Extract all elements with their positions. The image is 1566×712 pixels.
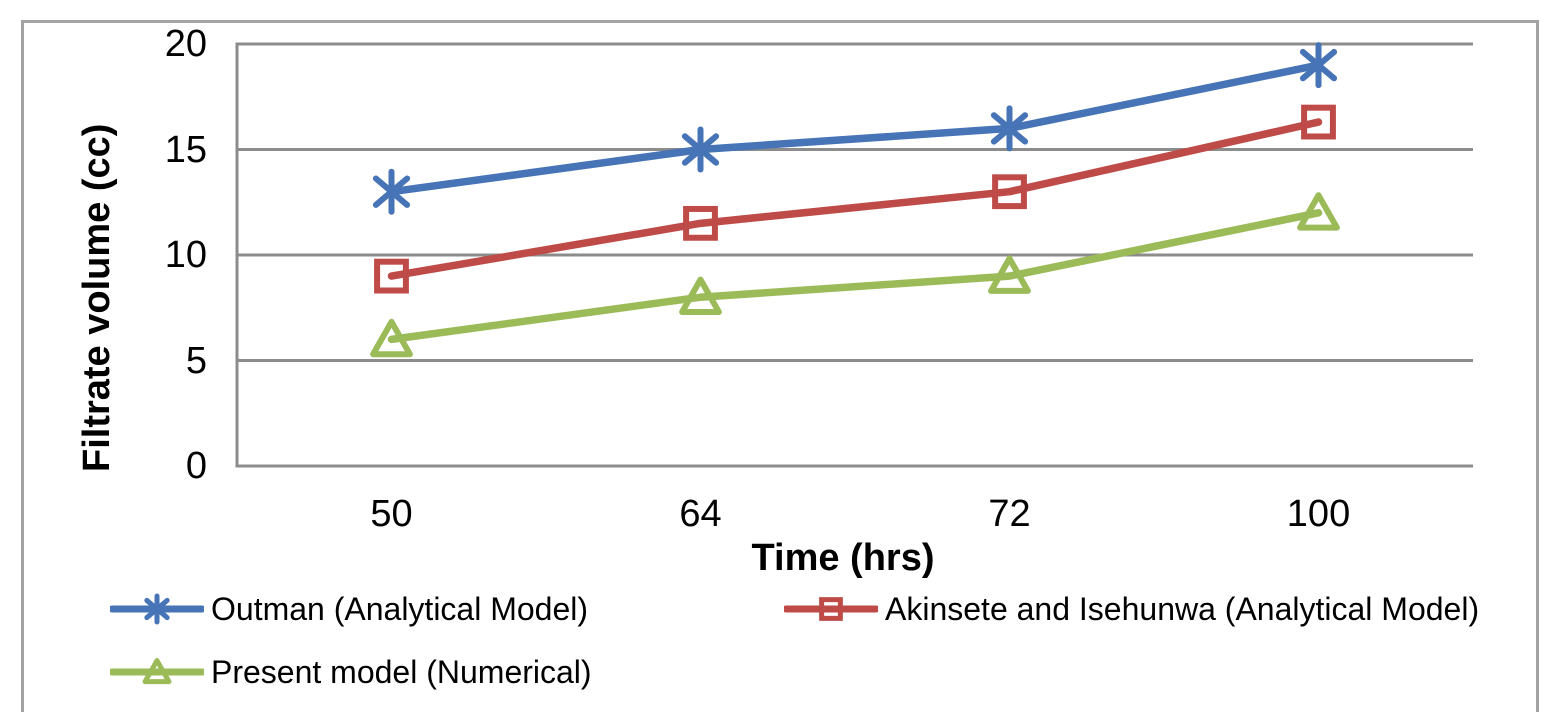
legend-item-akinsete: Akinsete and Isehunwa (Analytical Model): [784, 589, 1479, 629]
legend-label: Akinsete and Isehunwa (Analytical Model): [885, 590, 1480, 627]
legend-label: Outman (Analytical Model): [211, 590, 589, 627]
x-tick-label: 100: [1286, 493, 1351, 535]
y-tick-label: 5: [185, 339, 207, 382]
legend-item-present-model: Present model (Numerical): [110, 652, 592, 692]
legend-marker-asterisk-icon: [110, 593, 204, 625]
x-axis-title: Time (hrs): [751, 537, 935, 579]
x-tick-label: 64: [679, 493, 722, 535]
y-tick-label: 15: [164, 128, 207, 171]
figure-border: [21, 20, 1539, 712]
legend-label: Present model (Numerical): [211, 653, 592, 690]
legend-item-outman: Outman (Analytical Model): [110, 589, 588, 629]
legend-marker-triangle-icon: [110, 658, 204, 685]
x-tick-label: 72: [988, 493, 1031, 535]
y-tick-label: 0: [185, 445, 207, 487]
x-tick-label: 50: [370, 493, 413, 535]
legend-marker-square-icon: [784, 597, 878, 621]
y-axis-title: Filtrate volume (cc): [76, 123, 118, 472]
y-tick-label: 10: [164, 234, 207, 276]
y-tick-label: 20: [164, 23, 207, 65]
